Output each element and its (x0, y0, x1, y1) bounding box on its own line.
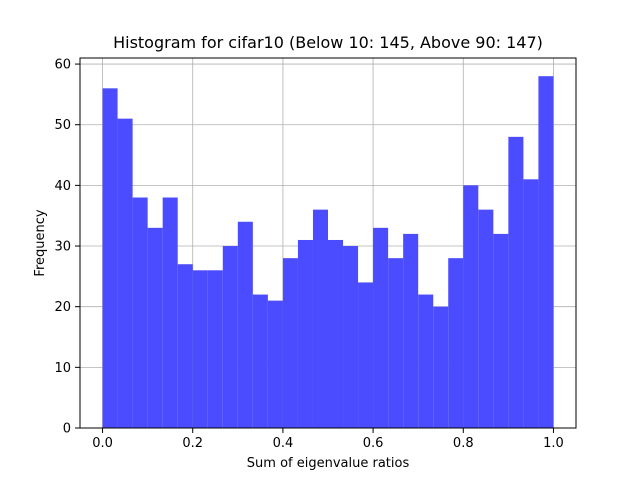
histogram-bar (297, 239, 313, 428)
histogram-bar (177, 264, 193, 428)
x-axis-label: Sum of eigenvalue ratios (247, 456, 410, 471)
histogram-bar (388, 258, 404, 428)
y-tick-label: 0 (63, 422, 71, 437)
y-axis-ticks: 0 10 20 30 40 50 60 (54, 58, 80, 437)
histogram-bar (312, 209, 328, 428)
histogram-bar (523, 179, 539, 428)
histogram-bar (373, 227, 389, 428)
x-tick-label: 0.2 (182, 436, 203, 451)
y-tick-label: 20 (54, 300, 71, 315)
histogram-bar (102, 88, 118, 428)
histogram-bar (282, 258, 298, 428)
histogram-bar (237, 221, 253, 428)
y-tick-label: 40 (54, 179, 71, 194)
histogram-bar (433, 306, 449, 428)
x-tick-label: 0.0 (92, 436, 113, 451)
bars (102, 76, 554, 429)
histogram-bar (147, 227, 163, 428)
histogram-bar (358, 282, 374, 428)
histogram-bar (117, 118, 133, 429)
histogram-bar (207, 270, 223, 428)
histogram-bar (328, 239, 344, 428)
x-tick-label: 0.8 (453, 436, 474, 451)
histogram-bar (343, 246, 359, 428)
x-axis-ticks: 0.0 0.2 0.4 0.6 0.8 1.0 (92, 428, 564, 451)
histogram-bar (463, 185, 479, 428)
histogram-bar (538, 76, 554, 429)
y-axis-label: Frequency (33, 209, 48, 276)
histogram-bar (418, 294, 434, 428)
chart-title: Histogram for cifar10 (Below 10: 145, Ab… (113, 33, 543, 52)
histogram-bar (222, 246, 238, 428)
histogram-bar (267, 300, 283, 428)
y-tick-label: 10 (54, 361, 71, 376)
histogram-bar (192, 270, 208, 428)
x-tick-label: 0.4 (273, 436, 294, 451)
histogram-bar (403, 233, 419, 428)
histogram-bar (478, 209, 494, 428)
histogram-bar (508, 136, 524, 428)
histogram-bar (162, 197, 178, 428)
y-tick-label: 50 (54, 118, 71, 133)
plot-frame (79, 57, 577, 429)
y-tick-label: 60 (54, 58, 71, 73)
x-tick-label: 0.6 (363, 436, 384, 451)
y-tick-label: 30 (54, 240, 71, 255)
histogram-bar (252, 294, 268, 428)
histogram-bar (132, 197, 148, 428)
histogram-bar (493, 233, 509, 428)
x-tick-label: 1.0 (543, 436, 564, 451)
histogram-bar (448, 258, 464, 428)
